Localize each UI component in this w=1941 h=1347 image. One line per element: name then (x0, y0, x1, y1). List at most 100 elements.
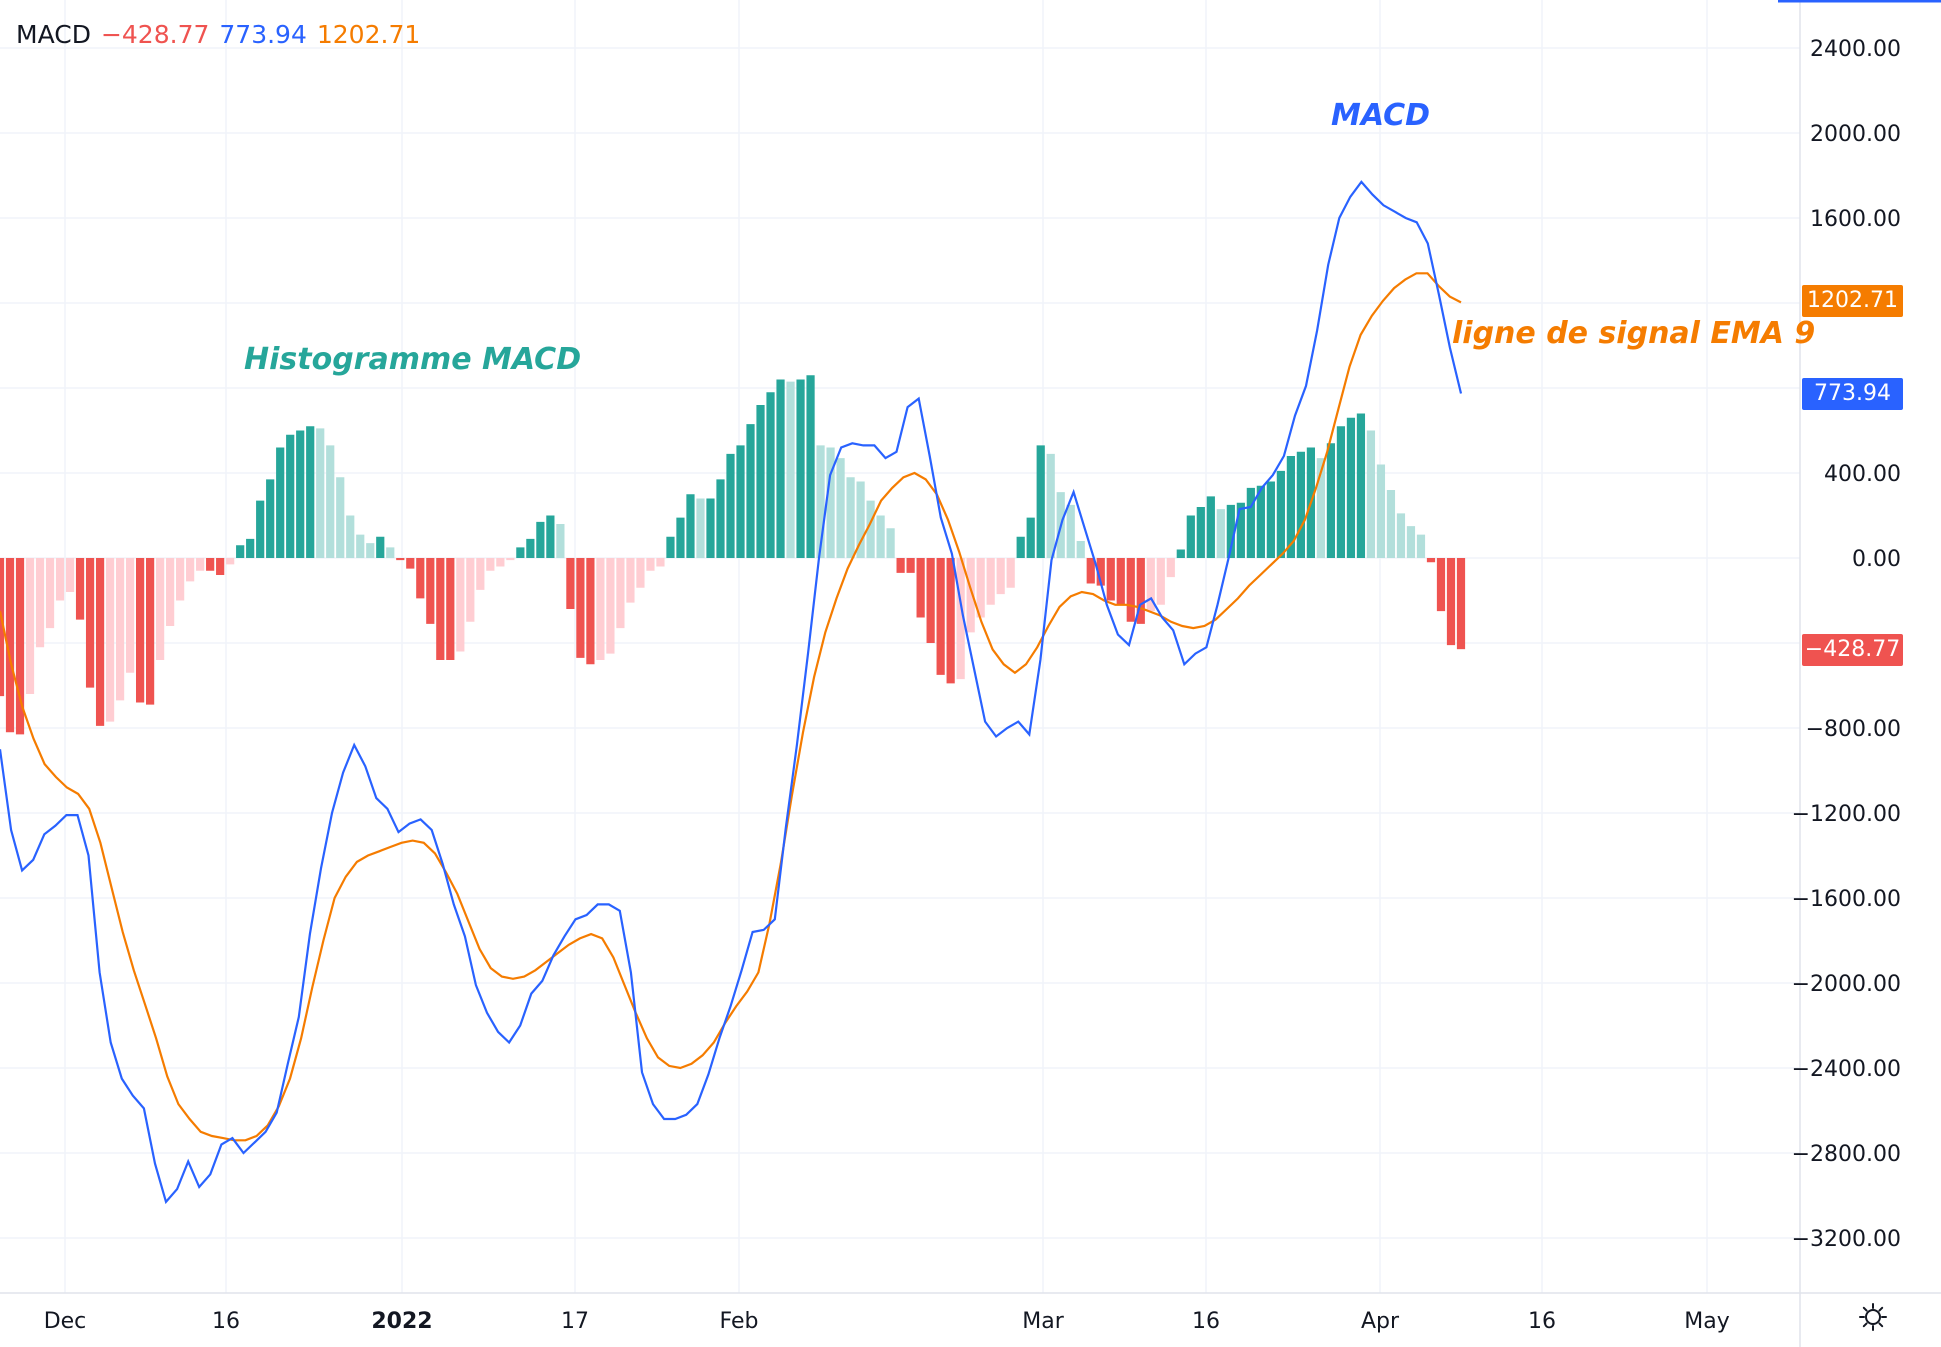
histogram-bar (326, 445, 335, 558)
histogram-bar (846, 477, 855, 558)
histogram-bar (726, 453, 735, 558)
x-tick-label: 17 (561, 1309, 589, 1334)
histogram-bar (1166, 558, 1175, 578)
histogram-bar (1226, 504, 1235, 558)
histogram-bar (286, 434, 295, 558)
histogram-bar (1186, 515, 1195, 558)
histogram-bar (836, 458, 845, 558)
histogram-bar (966, 558, 975, 633)
histogram-bar (45, 558, 55, 629)
macd-annotation: MACD (1331, 98, 1431, 133)
histogram-bar (316, 428, 325, 558)
histogram-bar (85, 558, 95, 688)
histogram-bar (1106, 558, 1115, 601)
signal-line (0, 272, 1462, 1142)
histogram-bar (1116, 558, 1125, 605)
histogram-bar (986, 558, 995, 605)
y-tick-label: −2800.00 (1792, 1142, 1901, 1167)
histogram-bar (1036, 445, 1045, 558)
histogram-bar (306, 426, 315, 558)
histogram-bar (576, 558, 585, 658)
histogram-bar (626, 558, 635, 603)
macd-price-tag: 773.94 (1802, 378, 1903, 410)
histogram-bar (1246, 487, 1255, 558)
histogram-bar (666, 536, 675, 558)
histogram-bar (1386, 490, 1396, 558)
histogram-bar (996, 558, 1005, 595)
y-tick-label: −2400.00 (1792, 1057, 1901, 1082)
histogram-bar (1276, 470, 1285, 558)
histogram-bar (406, 558, 415, 569)
histogram-bar (946, 558, 955, 684)
histogram-bar (1326, 443, 1336, 558)
histogram-bar (896, 558, 905, 573)
histogram-bar (396, 558, 405, 561)
histogram-bar (656, 558, 665, 567)
histogram-bar (926, 558, 935, 643)
histogram-bar (1016, 536, 1025, 558)
histogram-bar (676, 517, 685, 558)
histogram-bar (476, 558, 485, 590)
histogram-bar (916, 558, 925, 618)
y-tick-label: 1600.00 (1810, 207, 1901, 232)
histogram-bar (796, 379, 805, 558)
legend-macd-value: 773.94 (219, 20, 307, 49)
settings-icon[interactable] (1858, 1302, 1888, 1332)
histogram-bar (1366, 430, 1376, 558)
x-axis-ticks[interactable]: Dec 16 2022 17 Feb Mar 16 Apr 16 May (44, 1309, 1730, 1334)
histogram-bar (696, 498, 705, 558)
signal-price-tag: 1202.71 (1802, 285, 1903, 317)
histogram-bar (386, 547, 395, 558)
y-tick-label: −800.00 (1806, 717, 1901, 742)
y-tick-label: 2000.00 (1810, 122, 1901, 147)
histogram-bar (366, 543, 375, 558)
histogram-bar (1296, 451, 1305, 558)
histogram-bar (376, 536, 385, 558)
histogram-price-tag: −428.77 (1802, 634, 1903, 666)
histogram-bar (105, 558, 115, 722)
histogram-bar (936, 558, 945, 675)
histogram-bar (1096, 558, 1105, 586)
histogram-bar (1216, 509, 1225, 558)
histogram-bar (636, 558, 645, 588)
histogram-bar (586, 558, 595, 665)
signal-annotation: ligne de signal EMA 9 (1452, 316, 1816, 351)
histogram-bar (1346, 417, 1356, 558)
histogram-bars (0, 375, 1466, 735)
histogram-bar (886, 528, 895, 558)
histogram-bar (1136, 558, 1145, 624)
histogram-bar (25, 558, 35, 694)
histogram-bar (226, 558, 235, 565)
histogram-bar (1146, 558, 1155, 612)
histogram-bar (606, 558, 615, 654)
histogram-bar (436, 558, 445, 660)
histogram-bar (125, 558, 135, 673)
histogram-bar (206, 558, 215, 571)
y-tick-label: −3200.00 (1792, 1227, 1901, 1252)
histogram-bar (1356, 413, 1366, 558)
histogram-bar (856, 481, 865, 558)
histogram-bar (1076, 541, 1085, 558)
y-tick-label: 400.00 (1824, 462, 1901, 487)
histogram-bar (716, 479, 725, 558)
histogram-bar (866, 500, 875, 558)
histogram-bar (1446, 558, 1456, 646)
histogram-bar (1176, 549, 1185, 558)
histogram-bar (516, 547, 525, 558)
legend-label: MACD (16, 20, 91, 49)
histogram-bar (956, 558, 965, 680)
histogram-bar (186, 558, 195, 582)
x-tick-label: Mar (1022, 1309, 1064, 1334)
x-tick-label: 2022 (371, 1309, 432, 1334)
histogram-bar (266, 479, 275, 558)
histogram-bar (346, 515, 355, 558)
histogram-bar (1336, 426, 1346, 558)
histogram-bar (1006, 558, 1015, 588)
x-tick-label: 16 (1192, 1309, 1220, 1334)
histogram-bar (816, 445, 825, 558)
histogram-bar (276, 447, 285, 558)
histogram-bar (1066, 504, 1075, 558)
histogram-bar (906, 558, 915, 573)
histogram-bar (486, 558, 495, 571)
